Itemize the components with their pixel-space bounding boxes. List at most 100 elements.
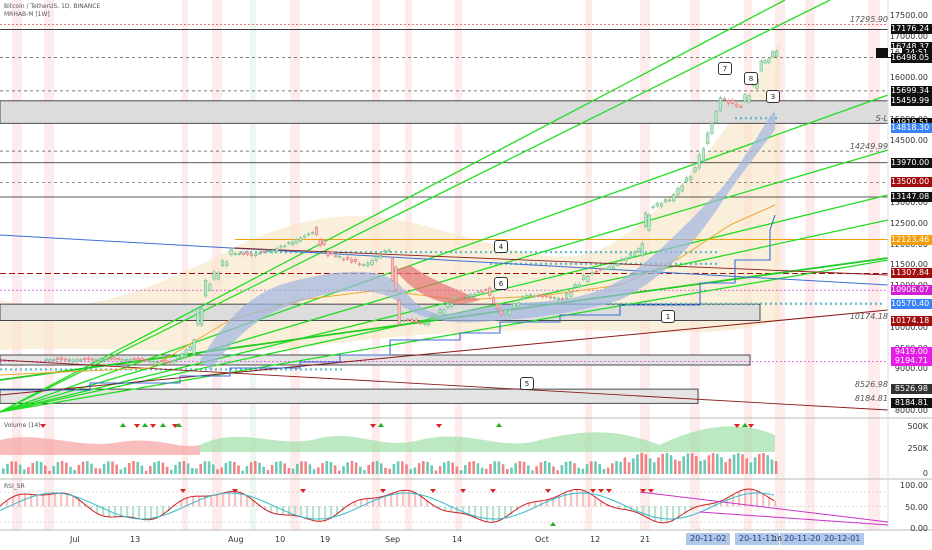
candle — [545, 294, 549, 297]
volume-bar — [115, 464, 118, 474]
candle — [442, 309, 446, 315]
candle — [245, 252, 249, 255]
candle — [203, 279, 208, 297]
candle — [727, 100, 731, 104]
price-tag: 10906.07 — [891, 285, 932, 296]
price-tag: 16498.05 — [891, 52, 932, 63]
volume-bar — [732, 454, 736, 474]
candle — [59, 357, 64, 360]
rsi-hist — [654, 506, 657, 522]
fan-line — [0, 194, 889, 413]
volume-bar — [476, 463, 480, 474]
rsi-hist — [246, 495, 249, 507]
candle — [233, 253, 237, 256]
candle — [461, 295, 465, 298]
rsi-hist — [288, 506, 291, 516]
candle — [291, 241, 295, 245]
price-tag-prefix: 16 — [887, 47, 902, 57]
rsi-hist — [384, 496, 387, 507]
candle — [102, 358, 106, 361]
price-tag: 10570.40 — [891, 299, 932, 310]
candle — [249, 253, 253, 256]
rsi-hist — [132, 506, 135, 518]
candle — [453, 296, 457, 300]
x-tick-label: Aug — [228, 535, 244, 544]
candle — [469, 293, 473, 297]
price-tag: 11307.84 — [891, 268, 932, 279]
volume-bar — [422, 461, 425, 474]
candle — [82, 358, 87, 360]
volume-bar — [770, 459, 774, 474]
rsi-hist — [168, 506, 171, 511]
rsi-signal-marker — [380, 489, 386, 493]
volume-bar — [371, 461, 375, 474]
volume-bar — [598, 464, 601, 474]
candle — [94, 359, 98, 361]
candle — [148, 360, 152, 363]
candle — [254, 253, 258, 256]
volume-bar — [413, 467, 417, 474]
highlight-band — [805, 0, 815, 530]
volume-bar — [564, 461, 568, 474]
volume-signal — [734, 424, 740, 428]
rsi-hist — [768, 496, 771, 507]
rsi-hist — [6, 501, 9, 507]
rsi-hist — [48, 494, 51, 507]
rsi-hist — [690, 506, 693, 511]
wave-label: 1 — [661, 310, 675, 323]
volume-bar — [627, 462, 631, 474]
rsi-signal-marker — [430, 489, 436, 493]
volume-bar — [623, 457, 627, 474]
rsi-hist — [480, 506, 483, 521]
volume-bar — [56, 462, 60, 474]
candle — [71, 359, 75, 362]
price-tick-label: 17500.00 — [889, 11, 928, 20]
candle — [659, 202, 663, 207]
candle — [586, 275, 590, 282]
rsi-hist — [570, 490, 573, 507]
candle — [342, 258, 346, 261]
rsi-hist — [294, 506, 297, 516]
volume-bar — [405, 464, 408, 474]
volume-tick-label: 0 — [922, 469, 928, 478]
volume-bar — [619, 461, 622, 474]
volume-bar — [690, 453, 694, 474]
rsi-hist — [648, 506, 651, 519]
volume-bar — [287, 467, 291, 474]
rsi-hist — [414, 492, 417, 507]
volume-bar — [669, 455, 673, 474]
volume-signal — [120, 423, 126, 427]
candle — [52, 359, 56, 361]
rsi-hist — [138, 506, 141, 520]
rsi-hist — [66, 493, 69, 507]
candle — [279, 245, 283, 248]
candle — [318, 239, 322, 246]
rsi-hist — [426, 499, 429, 507]
rsi-hist — [774, 500, 777, 507]
candle — [569, 291, 573, 297]
candle — [136, 357, 140, 361]
candle — [434, 315, 438, 319]
level-label: S-L — [875, 114, 888, 124]
candle — [90, 358, 94, 361]
price-tick-label: 12500.00 — [889, 218, 928, 228]
wave-label: 7 — [718, 62, 732, 75]
x-tick-label: 10 — [275, 535, 286, 544]
rsi-hist — [582, 490, 585, 507]
volume-bar — [65, 462, 68, 474]
wave-label: 6 — [494, 277, 508, 290]
candle — [283, 245, 287, 248]
candle — [44, 358, 48, 361]
volume-bar — [60, 461, 64, 474]
volume-bar — [510, 467, 513, 474]
volume-bar — [430, 465, 433, 474]
rsi-hist — [552, 498, 555, 507]
volume-signal — [40, 424, 46, 428]
rsi-hist — [660, 506, 663, 524]
volume-bar — [531, 470, 534, 474]
volume-bar — [237, 465, 240, 474]
rsi-hist — [102, 506, 105, 517]
rsi-hist — [396, 491, 399, 507]
rsi-hist — [36, 494, 39, 507]
